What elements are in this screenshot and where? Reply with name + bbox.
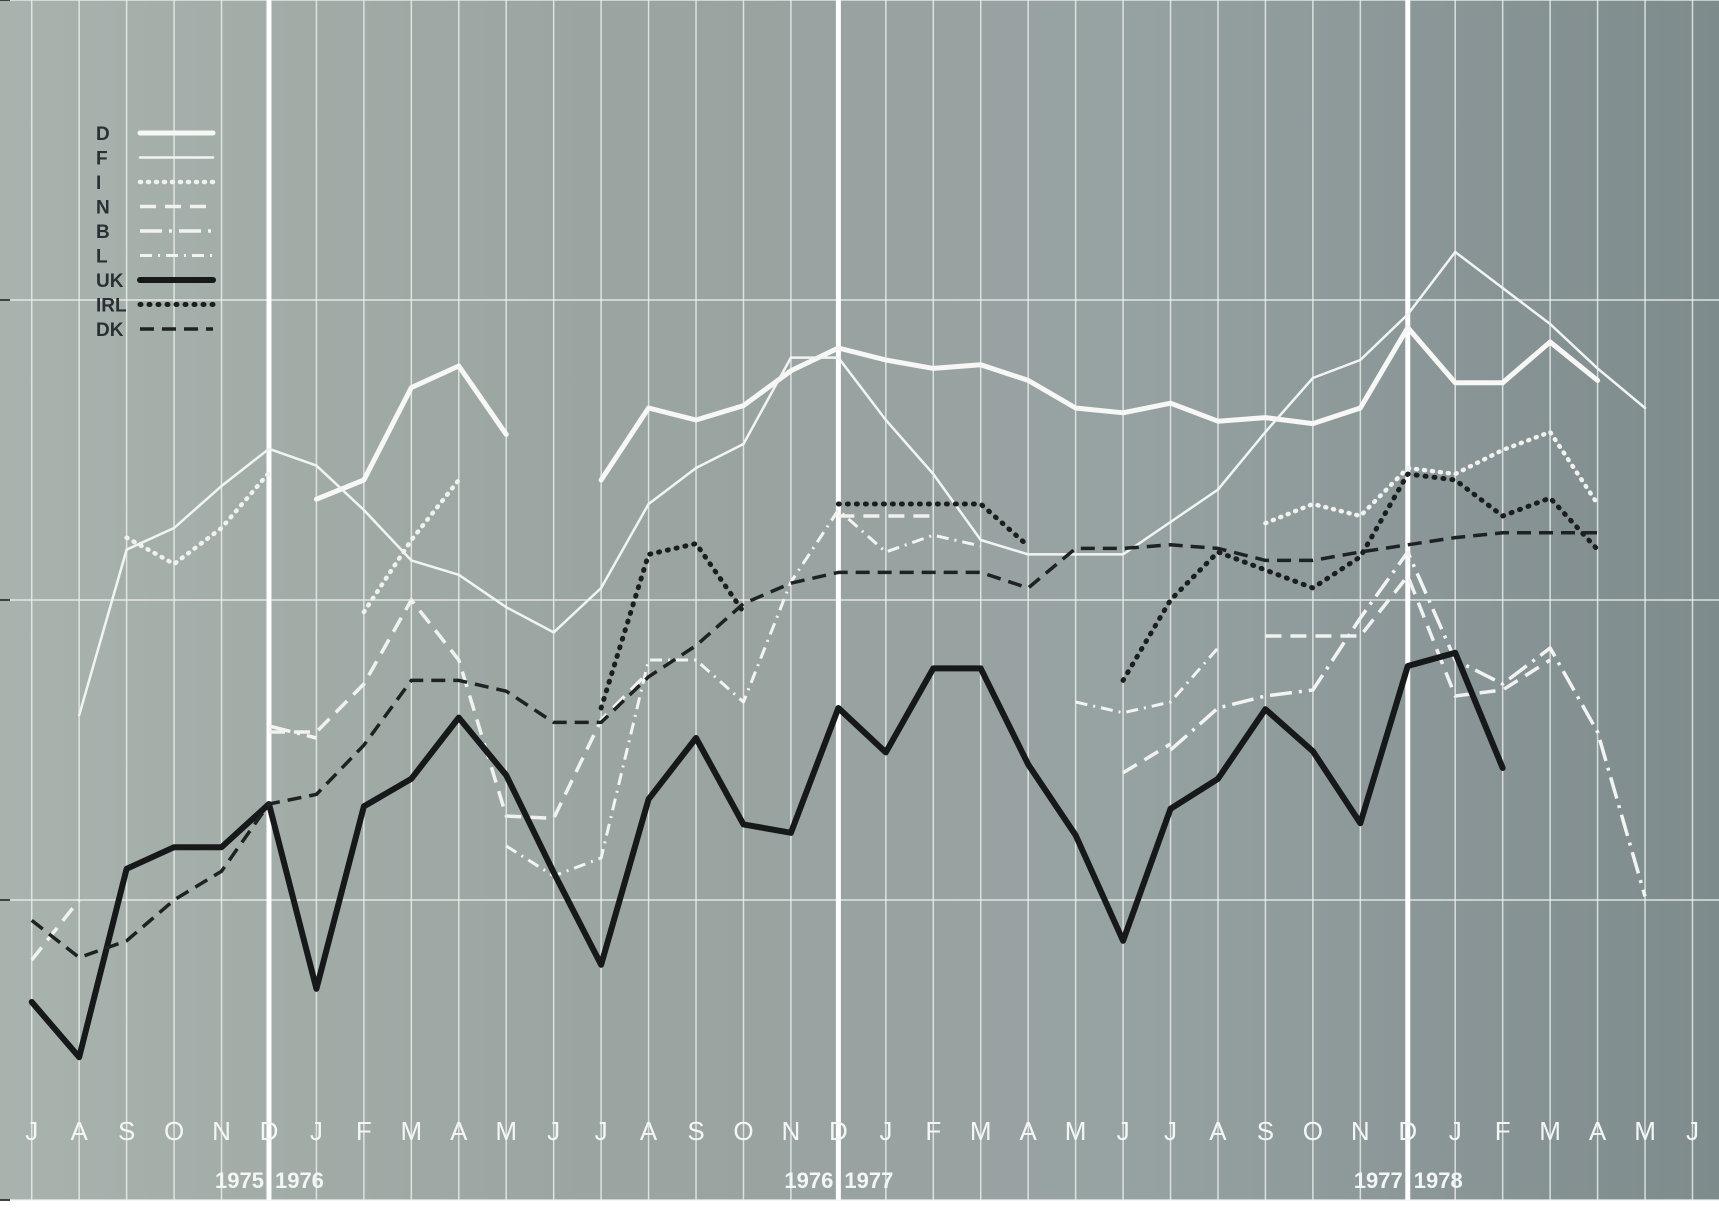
- x-tick-label: F: [356, 1116, 372, 1146]
- x-tick-label: J: [1686, 1116, 1699, 1146]
- x-tick-label: J: [879, 1116, 892, 1146]
- legend-label-b: B: [96, 222, 110, 243]
- x-tick-label: F: [925, 1116, 941, 1146]
- series-line-b: [268, 724, 317, 740]
- x-tick-label: J: [1117, 1116, 1130, 1146]
- x-tick-label: N: [212, 1116, 231, 1146]
- series-line-l: [505, 508, 982, 878]
- series-line-d: [313, 363, 509, 502]
- x-axis: J A S O N D J F M A M J J A S O N D J F M A M J J A S O N D J F M A M J1975…: [25, 1116, 1699, 1193]
- series-line-i: [361, 477, 462, 615]
- x-tick-label: J: [547, 1116, 560, 1146]
- series-f: [77, 250, 1647, 717]
- legend-label-irl: IRL: [96, 296, 127, 317]
- x-tick-label: D: [829, 1116, 848, 1146]
- year-label: 1977: [844, 1168, 893, 1193]
- x-tick-label: S: [1257, 1116, 1274, 1146]
- x-tick-label: M: [1539, 1116, 1561, 1146]
- year-label: 1978: [1414, 1168, 1463, 1193]
- series-line-uk: [28, 649, 1506, 1061]
- x-tick-label: A: [450, 1116, 468, 1146]
- x-tick-label: O: [733, 1116, 753, 1146]
- x-tick-label: S: [118, 1116, 135, 1146]
- legend-label-uk: UK: [96, 271, 124, 292]
- legend-label-f: F: [96, 149, 108, 170]
- x-tick-label: J: [1164, 1116, 1177, 1146]
- x-tick-label: J: [1449, 1116, 1462, 1146]
- x-tick-label: J: [595, 1116, 608, 1146]
- x-tick-label: D: [260, 1116, 279, 1146]
- series-line-i: [124, 470, 272, 567]
- series-l: [505, 508, 1220, 878]
- series-line-d: [598, 325, 1601, 483]
- series-line-n: [30, 898, 81, 962]
- series-d: [313, 325, 1601, 502]
- x-tick-label: M: [1634, 1116, 1656, 1146]
- legend-label-l: L: [96, 247, 108, 268]
- legend-label-d: D: [96, 124, 110, 145]
- series-irl: [598, 471, 1601, 711]
- series-layer: [28, 250, 1647, 1061]
- series-b: [268, 550, 1647, 897]
- series-line-n: [1122, 742, 1172, 775]
- series-line-irl: [1120, 471, 1601, 683]
- series-dk: [30, 531, 1598, 960]
- x-tick-label: O: [1303, 1116, 1323, 1146]
- year-label: 1975: [215, 1168, 264, 1193]
- series-line-dk: [30, 531, 1598, 960]
- legend-label-n: N: [96, 198, 110, 219]
- series-line-n: [268, 598, 650, 821]
- x-tick-label: A: [1209, 1116, 1227, 1146]
- x-tick-label: J: [310, 1116, 323, 1146]
- x-tick-label: J: [25, 1116, 38, 1146]
- series-i: [124, 429, 1600, 615]
- series-line-l: [1075, 647, 1220, 715]
- x-tick-label: A: [1589, 1116, 1607, 1146]
- x-tick-label: A: [1020, 1116, 1038, 1146]
- year-label: 1976: [784, 1168, 833, 1193]
- x-tick-label: S: [687, 1116, 704, 1146]
- x-tick-label: A: [640, 1116, 658, 1146]
- x-tick-label: M: [495, 1116, 517, 1146]
- series-n: [30, 514, 1552, 962]
- x-tick-label: M: [400, 1116, 422, 1146]
- legend-label-dk: DK: [96, 320, 124, 341]
- x-tick-label: N: [1351, 1116, 1370, 1146]
- x-tick-label: M: [1065, 1116, 1087, 1146]
- series-line-irl: [598, 541, 746, 711]
- series-line-i: [1263, 429, 1600, 526]
- x-tick-label: D: [1398, 1116, 1417, 1146]
- year-label: 1977: [1354, 1168, 1403, 1193]
- x-tick-label: O: [164, 1116, 184, 1146]
- series-line-f: [77, 250, 1647, 717]
- x-tick-label: F: [1495, 1116, 1511, 1146]
- x-tick-label: A: [71, 1116, 89, 1146]
- x-tick-label: N: [782, 1116, 801, 1146]
- series-line-b: [1169, 550, 1647, 897]
- series-uk: [28, 649, 1506, 1061]
- x-tick-label: M: [970, 1116, 992, 1146]
- series-line-irl: [835, 501, 1031, 549]
- legend-label-i: I: [96, 173, 101, 194]
- year-label: 1976: [275, 1168, 324, 1193]
